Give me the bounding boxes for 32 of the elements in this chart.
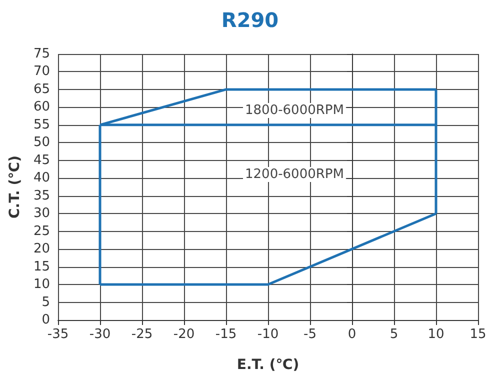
annotation: 1200-6000RPM (245, 167, 344, 182)
x-axis-title: E.T. (℃) (236, 357, 300, 373)
y-tick-label: 75 (33, 46, 50, 62)
y-tick-label: 50 (33, 135, 50, 150)
y-tick-label: 5 (42, 294, 50, 310)
x-tick-label: -10 (257, 327, 279, 342)
x-tick-label: -25 (131, 327, 153, 342)
chart-title: R290 (221, 8, 279, 32)
x-tick-label: 0 (348, 327, 356, 342)
x-tick-label: 15 (470, 327, 486, 342)
x-tick-label: 5 (390, 327, 398, 342)
y-tick-label: 10 (33, 277, 50, 292)
x-tick-label: 10 (428, 327, 444, 342)
y-tick-label: 45 (33, 152, 50, 168)
x-tick-label: -30 (89, 327, 111, 342)
y-tick-label: 65 (33, 82, 50, 97)
y-tick-label: 20 (33, 242, 50, 257)
y-tick-label: 35 (33, 188, 50, 204)
y-tick-label: 70 (33, 64, 50, 80)
y-tick-label: 25 (33, 224, 50, 239)
y-tick-label: 55 (33, 117, 50, 132)
x-tick-label: -5 (304, 327, 316, 342)
annotation: 1800-6000RPM (245, 103, 344, 118)
x-tick-label: -35 (47, 327, 69, 342)
x-tick-label: -20 (173, 327, 195, 342)
y-tick-label: 60 (33, 100, 50, 115)
x-tick-label: -15 (215, 327, 237, 342)
y-tick-label: 0 (42, 312, 50, 328)
y-tick-label: 15 (33, 259, 50, 274)
y-tick-label: 30 (33, 206, 50, 222)
y-axis-title: C.T. (℃) (7, 156, 23, 218)
y-tick-label: 40 (33, 170, 50, 186)
